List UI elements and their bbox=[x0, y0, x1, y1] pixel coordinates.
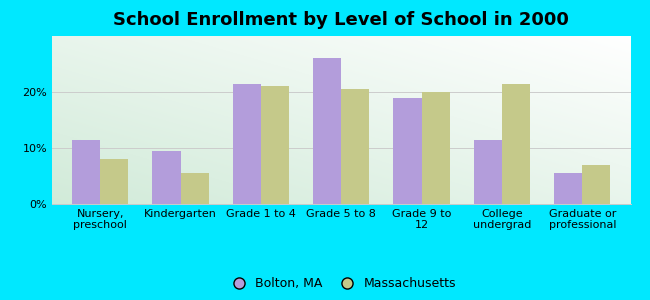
Bar bbox=[474, 140, 502, 204]
Bar bbox=[341, 89, 369, 204]
Bar bbox=[261, 86, 289, 204]
Bar bbox=[422, 92, 450, 204]
Bar bbox=[233, 84, 261, 204]
Title: School Enrollment by Level of School in 2000: School Enrollment by Level of School in … bbox=[113, 11, 569, 29]
Bar bbox=[100, 159, 128, 204]
Bar bbox=[313, 58, 341, 204]
Bar bbox=[153, 151, 181, 204]
Bar bbox=[393, 98, 422, 204]
Legend: Bolton, MA, Massachusetts: Bolton, MA, Massachusetts bbox=[221, 272, 462, 295]
Bar bbox=[582, 165, 610, 204]
Bar bbox=[72, 140, 100, 204]
Bar bbox=[181, 173, 209, 204]
Bar bbox=[554, 173, 582, 204]
Bar bbox=[502, 84, 530, 204]
